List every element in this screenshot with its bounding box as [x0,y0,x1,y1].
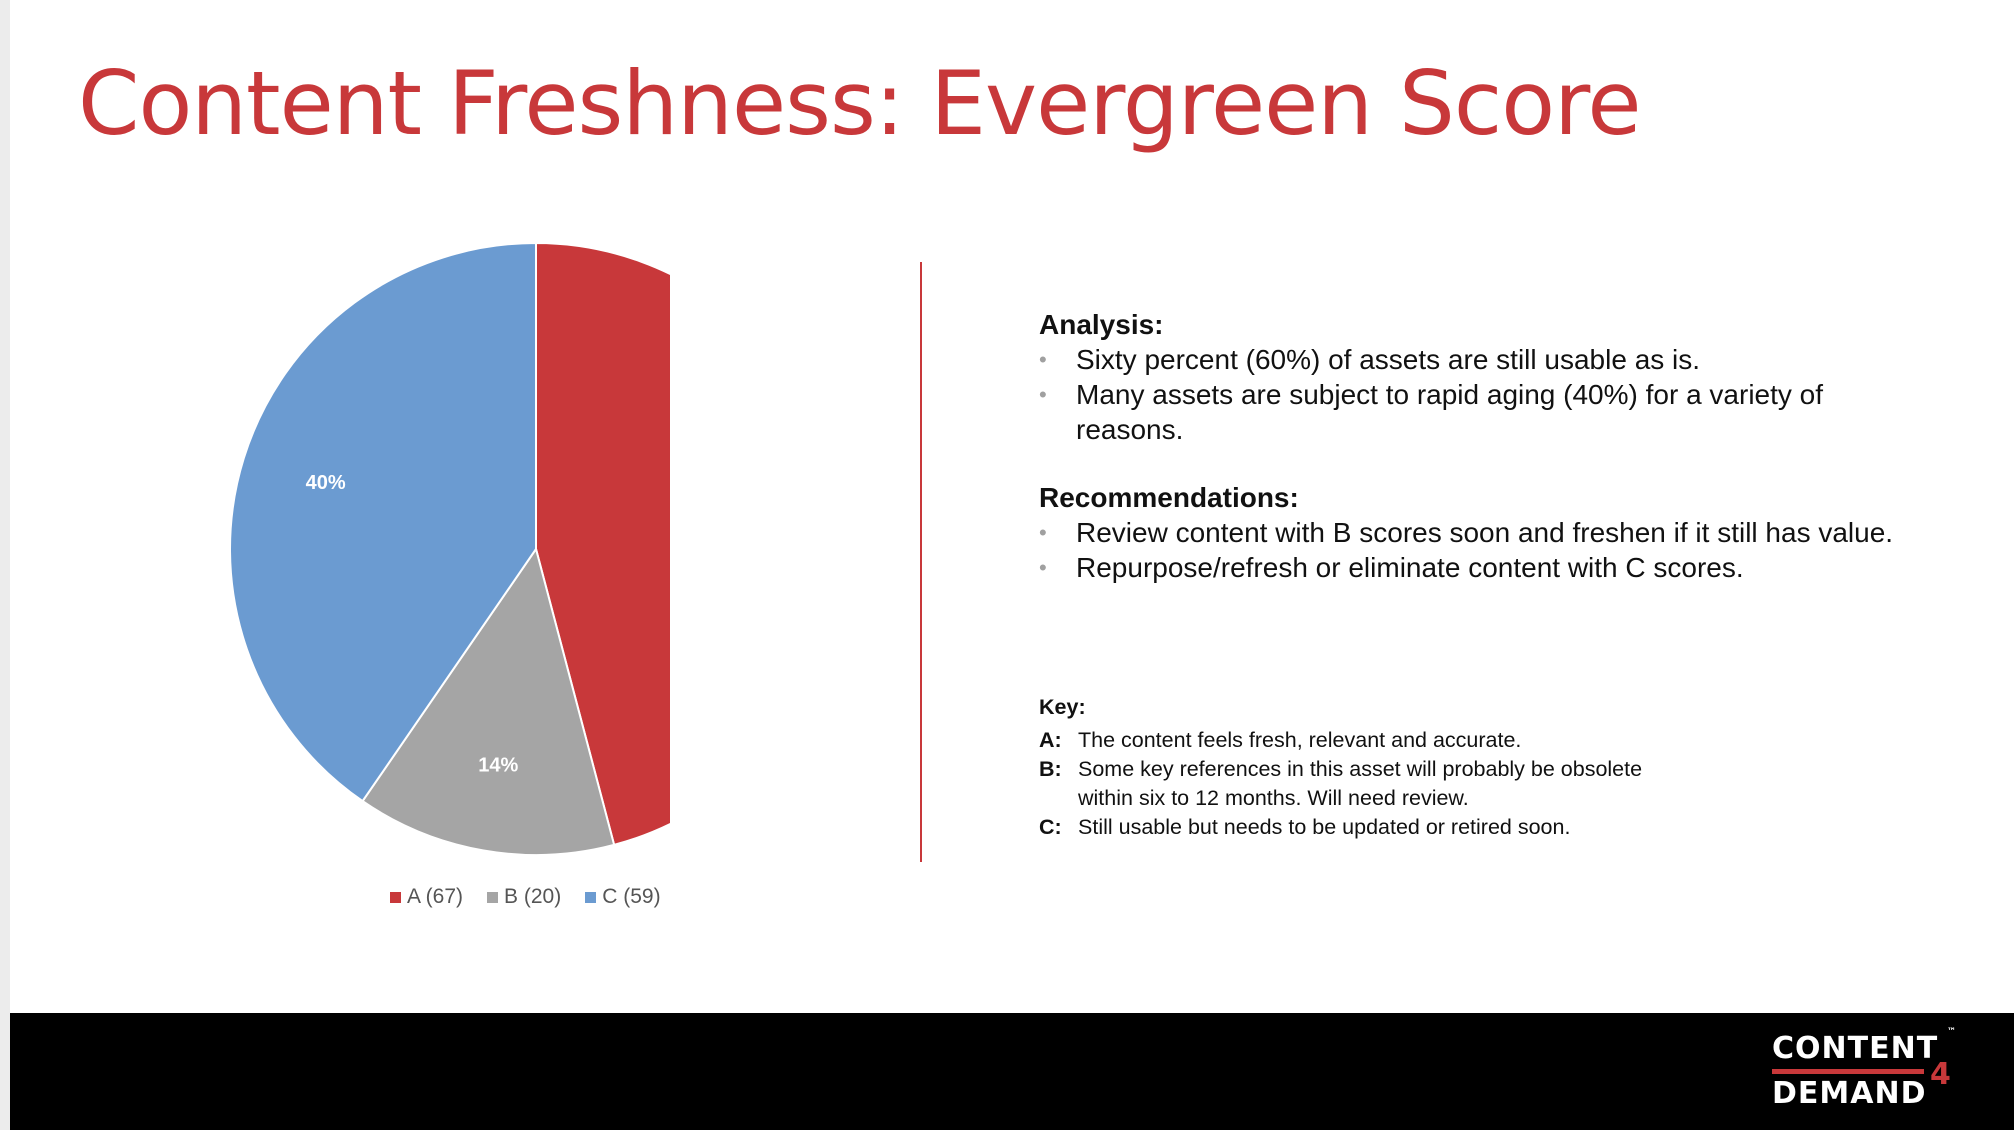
analysis-list: Sixty percent (60%) of assets are still … [1039,342,1899,447]
content4demand-logo: CONTENT ™ 4 DEMAND [1772,1027,1962,1115]
key-letter: A: [1039,728,1062,752]
key-letter: B: [1039,757,1062,781]
key-text: Still usable but needs to be updated or … [1078,815,1571,839]
legend-swatch-c [585,891,597,903]
key-letter: C: [1039,815,1062,839]
analysis-bullet: Sixty percent (60%) of assets are still … [1039,342,1899,377]
legend-label-c: C (59) [602,885,661,908]
pie-data-label-c: 40% [306,472,346,494]
logo-text-bottom: DEMAND [1772,1076,1927,1111]
recommendations-heading: Recommendations: [1039,482,1299,513]
pie-chart: 46%14%40% [229,241,670,856]
chart-legend: A (67) B (20) C (59) [390,885,661,909]
key-heading: Key: [1039,695,1086,719]
footer-bar: CONTENT ™ 4 DEMAND [10,1013,2014,1130]
legend-item-b: B (20) [487,885,561,909]
key-panel: Key: A: The content feels fresh, relevan… [1039,695,1679,842]
legend-label-b: B (20) [504,885,562,908]
analysis-panel: Analysis: Sixty percent (60%) of assets … [1039,308,1899,585]
pie-slice-b [361,546,616,856]
key-row-b: B: Some key references in this asset wil… [1039,755,1679,813]
logo-trademark: ™ [1947,1027,1956,1037]
pie-slice-a [535,241,670,847]
legend-swatch-b [487,891,499,903]
recommendations-list: Review content with B scores soon and fr… [1039,515,1899,585]
logo-red-bar [1772,1069,1924,1074]
logo-number: 4 [1930,1057,1951,1092]
key-row-c: C: Still usable but needs to be updated … [1039,813,1679,842]
legend-item-c: C (59) [585,885,661,909]
legend-label-a: A (67) [407,885,464,908]
key-text: Some key references in this asset will p… [1078,757,1643,810]
slide-title: Content Freshness: Evergreen Score [78,52,1641,155]
legend-item-a: A (67) [390,885,463,909]
legend-swatch-a [390,891,401,903]
recommendation-bullet: Review content with B scores soon and fr… [1039,515,1899,550]
vertical-divider [920,262,922,862]
analysis-heading: Analysis: [1039,309,1164,340]
key-row-a: A: The content feels fresh, relevant and… [1039,726,1679,755]
key-text: The content feels fresh, relevant and ac… [1078,728,1522,752]
pie-data-label-b: 14% [478,754,518,776]
logo-text-top: CONTENT [1772,1031,1939,1066]
analysis-bullet: Many assets are subject to rapid aging (… [1039,377,1899,447]
recommendation-bullet: Repurpose/refresh or eliminate content w… [1039,550,1899,585]
pie-slice-c [229,241,537,803]
slide: Content Freshness: Evergreen Score 46%14… [10,0,2014,1130]
